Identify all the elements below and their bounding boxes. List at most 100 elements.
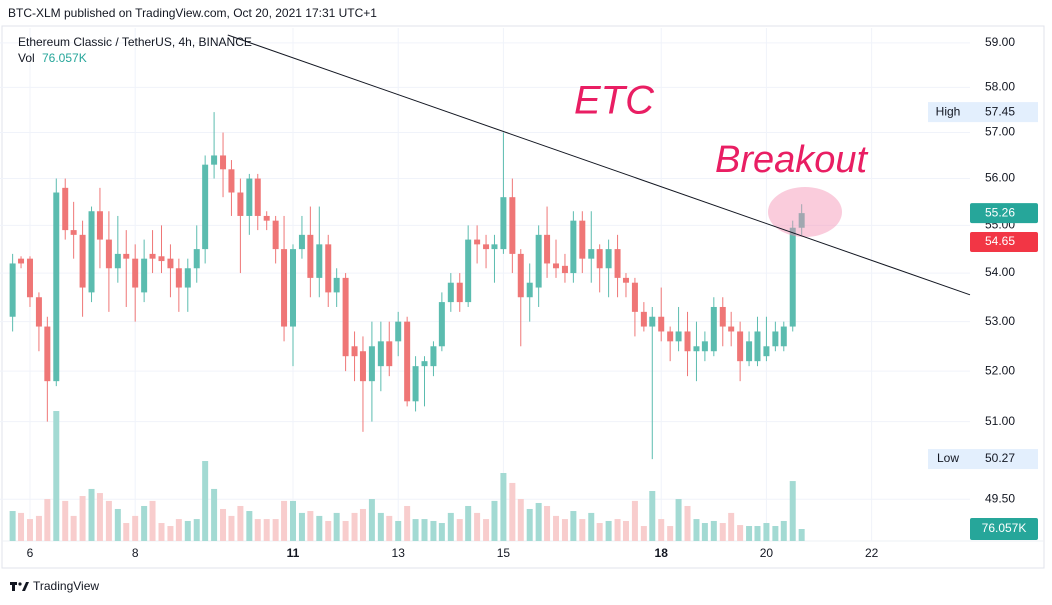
candle-body bbox=[404, 321, 411, 402]
volume-bar bbox=[658, 519, 665, 541]
candle-body bbox=[701, 341, 708, 352]
volume-bar bbox=[9, 511, 16, 541]
candle-body bbox=[544, 234, 551, 264]
candle-body bbox=[220, 155, 227, 170]
candle-body bbox=[325, 244, 332, 293]
volume-bar bbox=[631, 500, 638, 541]
y-tick-label: 52.00 bbox=[985, 363, 1015, 377]
brand: TradingView bbox=[33, 579, 99, 593]
candle-body bbox=[96, 211, 103, 240]
volume-bar bbox=[605, 520, 612, 541]
candle-body bbox=[737, 331, 744, 362]
annotation-etc: ETC bbox=[574, 79, 655, 123]
volume-bar bbox=[421, 519, 428, 541]
volume-bar bbox=[35, 515, 42, 541]
volume-bar bbox=[298, 512, 305, 541]
candle-body bbox=[517, 253, 524, 298]
price-tag bbox=[970, 203, 1038, 224]
volume-bar bbox=[412, 519, 419, 541]
price-tag-label: 54.65 bbox=[985, 234, 1015, 248]
volume-bar bbox=[526, 508, 533, 541]
candle-body bbox=[158, 256, 165, 262]
candle-body bbox=[728, 326, 735, 332]
candle-body bbox=[105, 239, 112, 269]
candle-body bbox=[622, 277, 629, 283]
candle-body bbox=[421, 361, 428, 367]
candle-body bbox=[35, 297, 42, 327]
candle-body bbox=[500, 197, 507, 250]
volume-bar bbox=[351, 512, 358, 541]
volume-layer bbox=[9, 411, 805, 541]
volume-bar bbox=[44, 499, 51, 541]
price-tag bbox=[970, 231, 1038, 252]
candle-body bbox=[184, 268, 191, 288]
candle-body bbox=[693, 346, 700, 352]
volume-bar bbox=[517, 499, 524, 541]
candle-body bbox=[193, 249, 200, 269]
candle-body bbox=[535, 234, 542, 288]
volume-bar bbox=[70, 515, 77, 541]
candle-body bbox=[368, 346, 375, 382]
volume-bar bbox=[693, 519, 700, 541]
candle-body bbox=[342, 277, 349, 357]
candle-body bbox=[614, 249, 621, 278]
volume-bar bbox=[149, 500, 156, 541]
y-tick-label: 51.00 bbox=[985, 414, 1015, 428]
candle-body bbox=[307, 234, 314, 278]
candle-body bbox=[254, 178, 261, 216]
highlight-ellipse bbox=[768, 187, 842, 237]
candle-body bbox=[359, 351, 366, 382]
volume-bar bbox=[237, 505, 244, 541]
volume-bar bbox=[368, 499, 375, 541]
candle-body bbox=[149, 253, 156, 259]
candle-body bbox=[114, 253, 121, 269]
x-tick-label: 6 bbox=[27, 546, 34, 560]
annotation-breakout: Breakout bbox=[715, 139, 869, 181]
volume-bar bbox=[500, 473, 507, 541]
volume-bar bbox=[667, 526, 674, 541]
volume-bar bbox=[754, 526, 761, 541]
y-tick-label: 59.00 bbox=[985, 35, 1015, 49]
volume-bar bbox=[649, 490, 656, 541]
candle-body bbox=[9, 263, 16, 317]
candle-body bbox=[246, 178, 253, 216]
volume-bar bbox=[763, 523, 770, 541]
candle-body bbox=[202, 164, 209, 250]
x-tick-label: 22 bbox=[865, 546, 879, 560]
volume-bar bbox=[798, 529, 805, 541]
volume-bar bbox=[746, 526, 753, 541]
volume-legend-name: Vol bbox=[18, 51, 35, 65]
volume-bar bbox=[579, 519, 586, 541]
grid bbox=[0, 28, 970, 541]
volume-bar bbox=[18, 512, 25, 541]
x-tick-label: 13 bbox=[392, 546, 406, 560]
candle-body bbox=[588, 249, 595, 259]
logo-part bbox=[22, 582, 29, 591]
candle-body bbox=[62, 187, 69, 231]
candle-body bbox=[710, 306, 717, 352]
candle-body bbox=[631, 282, 638, 312]
candle-body bbox=[263, 215, 270, 221]
candle-body bbox=[509, 197, 516, 254]
candle-body bbox=[377, 341, 384, 367]
volume-bar bbox=[263, 519, 270, 541]
volume-bar bbox=[272, 519, 279, 541]
candle-body bbox=[333, 277, 340, 293]
candle-body bbox=[79, 234, 86, 288]
candle-body bbox=[298, 234, 305, 250]
volume-bar bbox=[737, 525, 744, 541]
volume-bar bbox=[614, 519, 621, 541]
candle-body bbox=[412, 366, 419, 402]
candle-layer bbox=[9, 112, 805, 460]
volume-bar bbox=[535, 502, 542, 541]
volume-bar bbox=[289, 500, 296, 541]
candle-body bbox=[395, 321, 402, 342]
volume-bar bbox=[561, 519, 568, 541]
candle-body bbox=[667, 331, 674, 342]
volume-bar bbox=[141, 505, 148, 541]
volume-bar bbox=[281, 500, 288, 541]
volume-bar bbox=[333, 512, 340, 541]
volume-bar bbox=[220, 508, 227, 541]
